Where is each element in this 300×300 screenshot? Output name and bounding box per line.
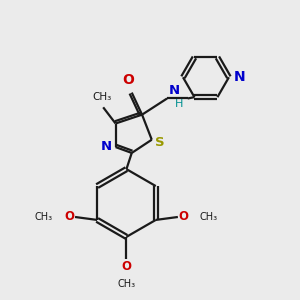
Text: CH₃: CH₃ [92,92,111,102]
Text: O: O [122,73,134,87]
Text: N: N [234,70,246,84]
Text: O: O [64,211,74,224]
Text: S: S [155,136,165,148]
Text: H: H [175,99,184,109]
Text: O: O [122,260,131,273]
Text: CH₃: CH₃ [117,279,136,289]
Text: CH₃: CH₃ [35,212,53,222]
Text: O: O [179,211,189,224]
Text: N: N [169,84,180,97]
Text: N: N [100,140,111,153]
Text: CH₃: CH₃ [200,212,218,222]
